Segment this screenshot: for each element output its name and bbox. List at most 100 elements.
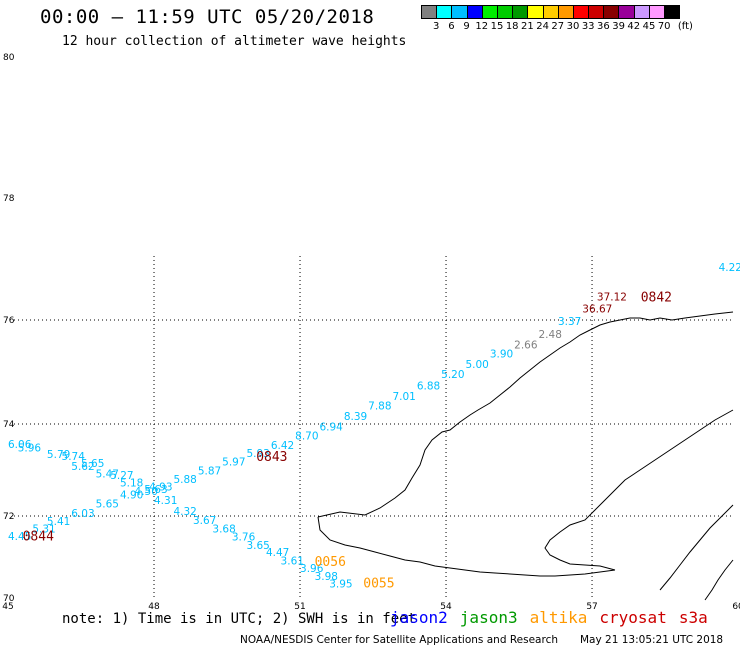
legend-label: 42 [627,21,641,32]
satellite-pass-times: 0842 0843 0844 0056 0055 [23,291,672,592]
lat-tick-label: 78 [3,194,15,204]
legend-label: 39 [612,21,625,32]
wave-height-observations: 4.2237.1236.673.372.482.663.905.005.206.… [8,262,740,590]
mission-jason2: jason2 [390,608,448,627]
swh-value: 3.90 [490,348,513,360]
swh-value: 5.47 [96,468,119,480]
swh-value: 5.96 [18,443,42,455]
swh-value: 4.22 [719,262,740,274]
swh-value: 5.87 [198,466,221,478]
legend-labels: 3 6 9 12 15 18 21 24 27 30 33 36 39 42 45 70 (ft) [421,19,693,33]
swh-value: 5.65 [96,499,119,511]
swh-value: 5.18 [120,478,143,490]
legend-label: 70 [657,21,671,32]
swh-value: 8.70 [295,431,318,443]
swh-value: 4.31 [154,495,177,507]
swh-value: 6.42 [271,440,294,452]
swh-value: 5.31 [32,523,55,535]
legend-label: 27 [551,21,565,32]
legend-label: 9 [463,21,470,32]
mission-jason3: jason3 [459,608,518,627]
swh-value: 3.98 [315,571,338,583]
color-legend: 3 6 9 12 15 18 21 24 27 30 33 36 39 42 45 70 (ft) [421,5,693,33]
lon-tick-label: 45 [2,602,13,612]
swh-value: 37.12 [597,291,627,303]
swh-value: 5.79 [47,449,70,461]
lon-tick-label: 54 [440,602,452,612]
legend-label: 6 [448,21,455,32]
lon-tick-label: 60 [732,602,740,612]
vaygach-coast [659,504,734,591]
axis-ticks: 45 48 51 54 57 60 70 72 74 76 78 80 [2,53,740,612]
units-note: note: 1) Time is in UTC; 2) SWH is in fe… [62,611,417,627]
map-subtitle: 12 hour collection of altimeter wave hei… [62,34,407,49]
swh-value: 3.76 [232,532,256,544]
swh-value: 6.94 [319,421,343,433]
legend-label: 33 [581,21,595,32]
swh-value: 8.39 [344,411,367,423]
generated-timestamp: May 21 13:05:21 UTC 2018 [580,634,724,646]
swh-value: 5.41 [47,516,70,528]
legend-label: 15 [490,21,504,32]
swh-value: 6.06 [8,439,32,451]
legend-label: 36 [597,21,610,32]
novaya-zemlya-south-coast [317,516,616,577]
lat-tick-label: 74 [3,420,15,430]
legend-label: 21 [521,21,534,32]
lat-tick-label: 70 [3,594,15,604]
legend-label: 18 [505,21,519,32]
swh-value: 4.32 [173,506,196,518]
swh-value: 3.67 [193,515,216,527]
swh-value: 3.68 [212,523,235,535]
swh-value: 5.20 [441,369,464,381]
swh-value: 3.65 [246,540,269,552]
swh-value: 6.03 [71,508,94,520]
pass-time-label: 0842 [641,291,672,306]
swh-value: 5.97 [222,456,245,468]
swh-value: 5.27 [110,470,133,482]
legend-label: 45 [642,21,656,32]
grid-lines [14,256,733,598]
legend-label: 30 [566,21,580,32]
lon-tick-label: 57 [586,602,597,612]
swh-value: 6.88 [417,381,440,393]
swh-value: 7.01 [392,391,415,403]
swh-value: 4.45 [8,531,31,543]
lat-tick-label: 80 [3,53,15,63]
lon-tick-label: 51 [294,602,305,612]
legend-unit: (ft) [677,21,693,32]
lat-tick-label: 76 [3,316,15,326]
swh-value: 3.96 [300,563,324,575]
mission-legend: jason2 jason3 altika cryosat s3a [390,608,720,627]
swh-value: 5.88 [173,474,196,486]
legend-swatch [664,5,681,19]
swh-value: 5.74 [62,451,86,463]
swh-value: 7.88 [368,400,391,412]
pass-time-label: 0843 [256,450,287,465]
swh-value: 5.63 [144,484,167,496]
swh-value: 5.65 [81,458,104,470]
pass-time-label: 0055 [363,576,394,591]
legend-label: 12 [475,21,489,32]
legend-label: 24 [536,21,549,32]
swh-value: 4.93 [149,482,172,494]
swh-value: 5.00 [465,359,488,371]
mission-altika: altika [529,608,588,627]
swh-value: 5.62 [71,461,94,473]
swh-value: 4.90 [120,490,143,502]
swh-value: 3.61 [281,555,304,567]
swh-value: 3.95 [329,578,352,590]
legend-label: 3 [433,21,440,32]
lat-tick-label: 72 [3,512,14,522]
coastline [317,311,734,601]
legend-color-bar [421,5,681,19]
mainland-coast [704,559,734,601]
mission-cryosat: cryosat [599,608,667,627]
footer: NOAA/NESDIS Center for Satellite Applica… [240,634,723,646]
swh-value: 2.66 [514,340,538,352]
swh-value: 3.37 [558,316,581,328]
matochkin-strait-coast [544,409,734,571]
swh-value: 5.93 [246,448,269,460]
map-title: 00:00 – 11:59 UTC 05/20/2018 [40,6,375,28]
